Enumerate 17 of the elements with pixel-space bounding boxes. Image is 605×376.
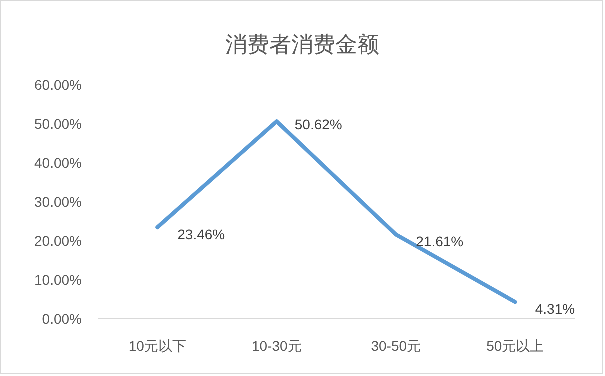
y-tick-label: 60.00% bbox=[34, 77, 82, 93]
x-tick-label: 30-50元 bbox=[371, 338, 422, 354]
y-tick-label: 30.00% bbox=[34, 194, 82, 210]
data-label: 21.61% bbox=[416, 234, 464, 250]
y-tick-label: 20.00% bbox=[34, 233, 82, 249]
chart-title: 消费者消费金额 bbox=[226, 32, 380, 57]
y-tick-label: 50.00% bbox=[34, 116, 82, 132]
x-tick-label: 10元以下 bbox=[128, 338, 186, 354]
y-tick-label: 40.00% bbox=[34, 155, 82, 171]
x-tick-label: 10-30元 bbox=[252, 338, 302, 354]
data-label: 4.31% bbox=[535, 301, 576, 318]
y-tick-label: 0.00% bbox=[42, 311, 82, 327]
line-series bbox=[156, 120, 518, 304]
y-tick-label: 10.00% bbox=[34, 272, 82, 288]
data-label: 23.46% bbox=[178, 226, 226, 243]
data-label: 50.62% bbox=[294, 116, 342, 133]
x-tick-label: 50元以上 bbox=[486, 338, 544, 354]
